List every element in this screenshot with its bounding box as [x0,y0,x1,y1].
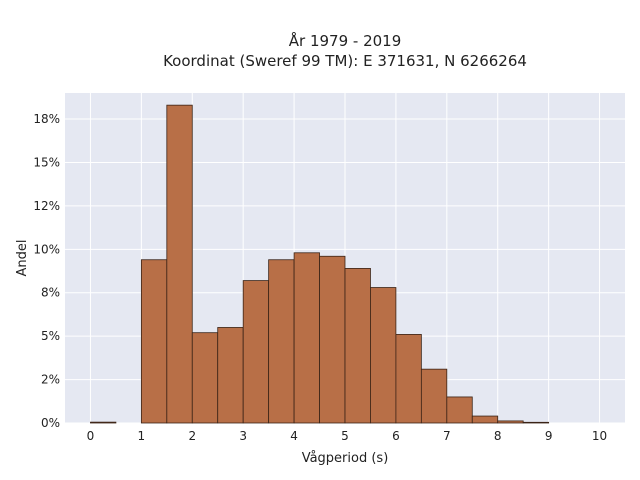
histogram-bar [191,332,219,424]
histogram-bar [242,280,270,424]
x-axis-label: Vågperiod (s) [302,451,389,466]
x-tick-label: 5 [341,429,349,443]
bars [90,104,550,424]
y-tick-label: 18% [33,112,60,126]
y-axis-label: Andel [15,240,30,277]
histogram-bar [90,421,117,424]
histogram-bar [420,368,448,424]
histogram-bar [293,252,320,424]
histogram-bar [497,420,524,424]
x-tick-label: 7 [443,429,451,443]
x-tick-label: 8 [494,429,502,443]
x-tick-labels: 0 1 2 3 4 5 6 7 8 9 10 [87,429,608,443]
x-tick-label: 6 [392,429,400,443]
histogram-bar [344,268,371,424]
histogram-bar [446,396,473,424]
chart-title-line-2: Koordinat (Sweref 99 TM): E 371631, N 62… [163,52,527,70]
y-tick-label: 5% [41,329,60,343]
x-tick-label: 4 [290,429,298,443]
x-tick-label: 2 [188,429,196,443]
x-tick-label: 9 [545,429,553,443]
y-tick-label: 2% [41,373,60,387]
histogram-bar [140,259,168,424]
histogram-bar [370,287,397,424]
histogram-bar [268,259,295,424]
histogram-bar [395,334,422,424]
y-tick-label: 0% [41,416,60,430]
x-tick-label: 3 [239,429,247,443]
histogram-bar [319,255,346,424]
x-tick-label: 1 [138,429,146,443]
y-tick-label: 12% [33,199,60,213]
histogram-bar [471,415,499,424]
y-tick-label: 10% [33,242,60,256]
y-tick-labels: 0% 2% 5% 8% 10% 12% 15% 18% [33,112,60,430]
histogram-bar [217,327,244,424]
chart-title-line-1: År 1979 - 2019 [289,31,402,50]
histogram-bar [166,104,193,424]
histogram-bar [522,421,550,424]
x-tick-label: 0 [87,429,95,443]
y-tick-label: 15% [33,155,60,169]
x-tick-label: 10 [592,429,607,443]
y-tick-label: 8% [41,286,60,300]
